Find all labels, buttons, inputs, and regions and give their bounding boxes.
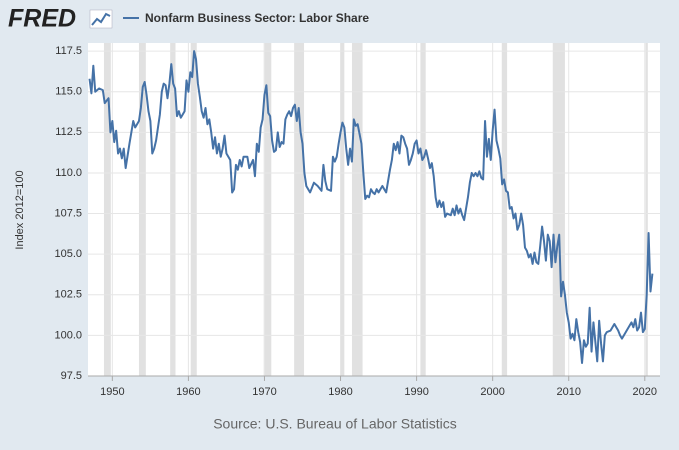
- logo-icon: [89, 9, 113, 29]
- recession-band: [190, 43, 197, 376]
- x-tick-label: 2010: [556, 386, 580, 398]
- y-tick-label: 97.5: [61, 370, 82, 382]
- x-tick-label: 2020: [633, 386, 657, 398]
- logo: FRED: [8, 5, 76, 33]
- recession-band: [645, 43, 648, 376]
- recession-band: [138, 43, 146, 376]
- recession-band: [340, 43, 345, 376]
- recession-band: [501, 43, 508, 376]
- x-tick-label: 1980: [328, 386, 352, 398]
- y-axis-label: Index 2012=100: [14, 170, 26, 249]
- y-tick-label: 100.0: [54, 329, 82, 341]
- recession-band: [294, 43, 305, 376]
- recession-band: [351, 43, 363, 376]
- recession-band: [170, 43, 176, 376]
- x-tick-label: 1970: [252, 386, 276, 398]
- y-tick-label: 112.5: [55, 126, 82, 138]
- x-tick-label: 1960: [176, 386, 200, 398]
- y-tick-label: 110.0: [55, 167, 82, 179]
- recession-band: [263, 43, 272, 376]
- x-tick-label: 2000: [480, 386, 504, 398]
- x-tick-label: 1950: [100, 386, 124, 398]
- recession-band: [103, 43, 111, 376]
- data-line: [88, 50, 654, 364]
- legend-label: Nonfarm Business Sector: Labor Share: [145, 11, 369, 25]
- source: Source: U.S. Bureau of Labor Statistics: [213, 416, 457, 432]
- recession-band: [420, 43, 426, 376]
- x-tick-label: 1990: [404, 386, 428, 398]
- plot: 97.5 100.0 102.5 105.0 107.5 110.0 112.5 115.0 1…: [54, 43, 660, 398]
- y-tick-label: 107.5: [54, 207, 82, 219]
- y-tick-label: 117.5: [55, 45, 82, 57]
- y-tick-label: 105.0: [54, 248, 82, 260]
- recession-band: [552, 43, 565, 376]
- y-tick-label: 102.5: [54, 289, 82, 301]
- y-tick-label: 115.0: [55, 86, 82, 98]
